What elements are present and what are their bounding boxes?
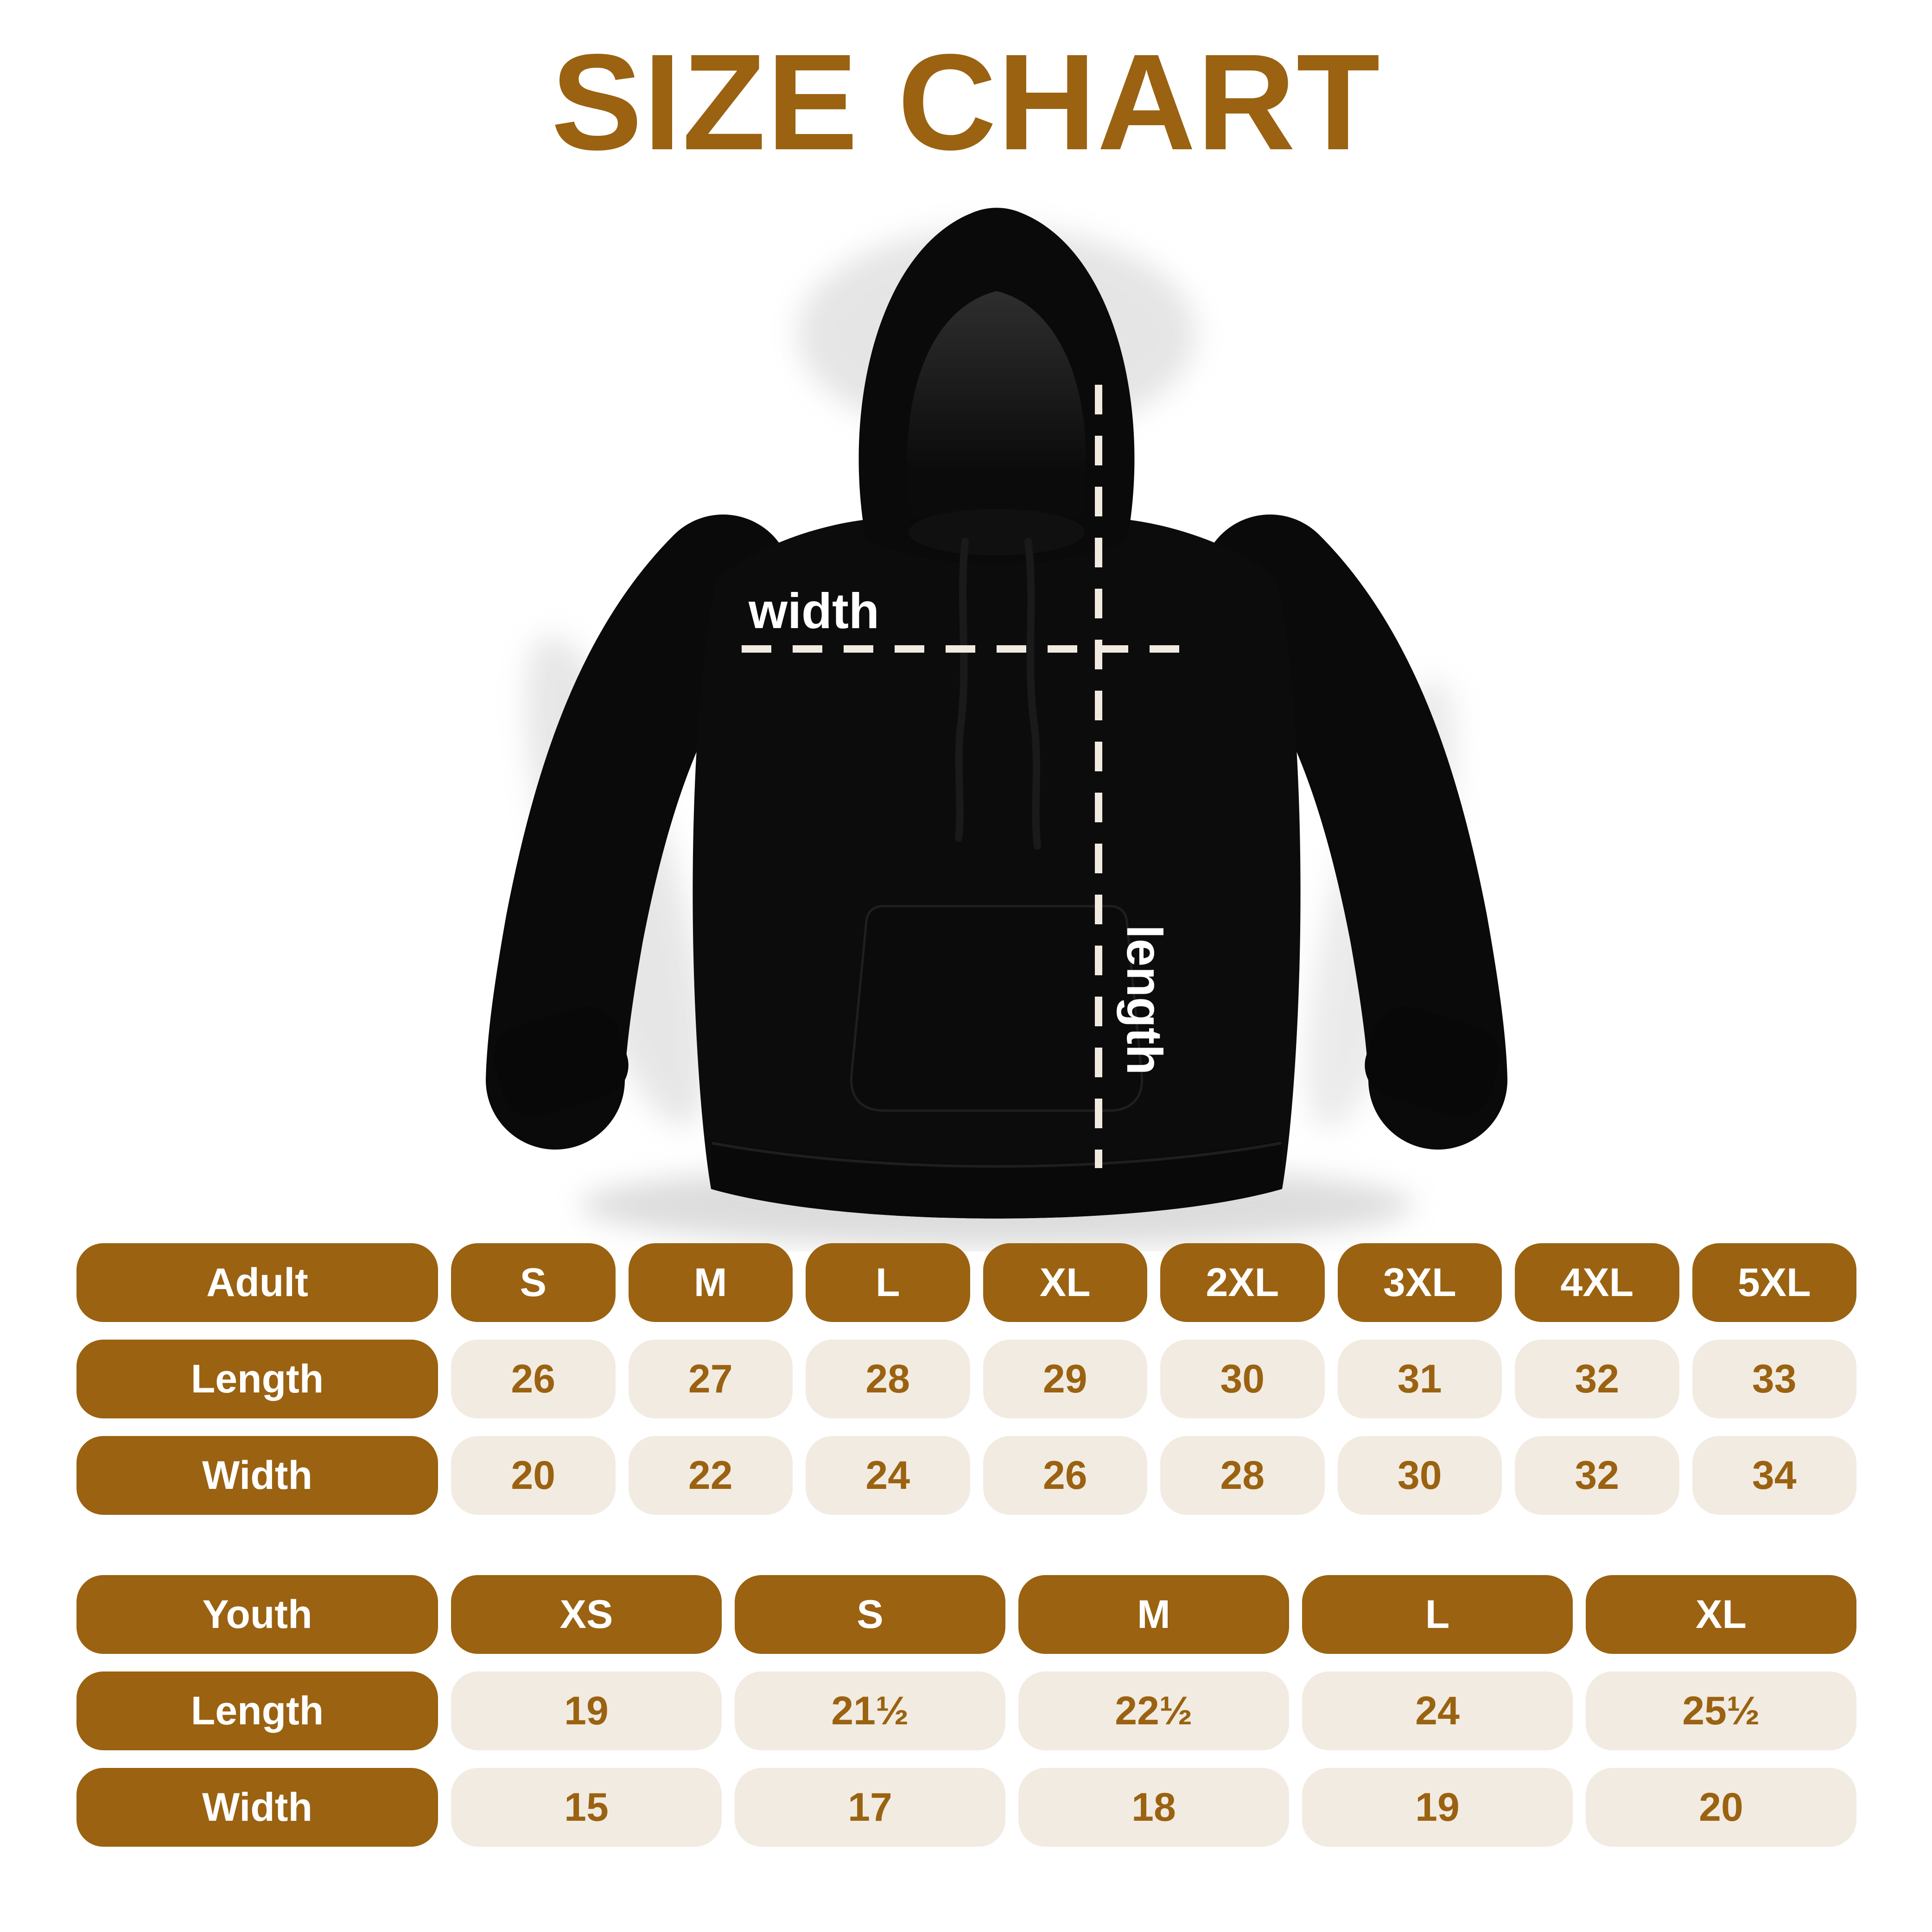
- youth-width-value: 17: [735, 1768, 1005, 1847]
- drawstring-right: [1024, 538, 1041, 850]
- youth-width-value: 19: [1302, 1768, 1573, 1847]
- youth-length-value: 25½: [1586, 1671, 1856, 1750]
- adult-length-value: 28: [806, 1340, 970, 1418]
- page-title: SIZE CHART: [551, 25, 1381, 178]
- right-cuff: [1365, 1006, 1500, 1117]
- hoodie-image: width length: [486, 208, 1507, 1247]
- hoodie-figure: width length: [464, 185, 1530, 1252]
- kangaroo-pocket: [850, 905, 1144, 1112]
- adult-width-value: 28: [1160, 1436, 1325, 1515]
- adult-width-value: 26: [983, 1436, 1147, 1515]
- hem-seam: [712, 1142, 1282, 1168]
- drawstring-left: [955, 538, 969, 842]
- youth-width-row-label: Width: [76, 1768, 438, 1847]
- adult-width-row-label: Width: [76, 1436, 438, 1515]
- youth-length-value: 19: [451, 1671, 722, 1750]
- youth-size-table: Youth XS S M L XL Length 19 21½ 22½ 24 2…: [76, 1575, 1856, 1847]
- youth-length-row-label: Length: [76, 1671, 438, 1750]
- youth-size-m-pill: M: [1018, 1575, 1289, 1654]
- adult-size-xl-pill: XL: [983, 1243, 1147, 1322]
- youth-size-xs-pill: XS: [451, 1575, 722, 1654]
- adult-length-value: 29: [983, 1340, 1147, 1418]
- hood-opening: [907, 291, 1086, 530]
- adult-size-table: Adult S M L XL 2XL 3XL 4XL 5XL Length 26…: [76, 1243, 1856, 1515]
- adult-size-3xl-pill: 3XL: [1337, 1243, 1502, 1322]
- youth-length-value: 24: [1302, 1671, 1573, 1750]
- adult-row-header-pill: Adult: [76, 1243, 438, 1322]
- left-cuff: [493, 1006, 629, 1117]
- youth-row-header-pill: Youth: [76, 1575, 438, 1654]
- adult-width-value: 22: [628, 1436, 793, 1515]
- adult-length-value: 33: [1692, 1340, 1856, 1418]
- youth-size-l-pill: L: [1302, 1575, 1573, 1654]
- adult-length-value: 32: [1515, 1340, 1679, 1418]
- adult-width-value: 32: [1515, 1436, 1679, 1515]
- adult-size-m-pill: M: [628, 1243, 793, 1322]
- youth-width-value: 15: [451, 1768, 722, 1847]
- hoodie-body: [693, 518, 1301, 1219]
- adult-width-value: 34: [1692, 1436, 1856, 1515]
- length-measure-label: length: [1117, 925, 1173, 1075]
- adult-width-value: 30: [1337, 1436, 1502, 1515]
- neckband: [909, 509, 1085, 555]
- youth-width-value: 20: [1586, 1768, 1856, 1847]
- youth-size-s-pill: S: [735, 1575, 1005, 1654]
- youth-length-value: 22½: [1018, 1671, 1289, 1750]
- adult-size-2xl-pill: 2XL: [1160, 1243, 1325, 1322]
- width-measure-label: width: [748, 583, 879, 639]
- youth-width-value: 18: [1018, 1768, 1289, 1847]
- youth-size-xl-pill: XL: [1586, 1575, 1856, 1654]
- adult-length-row-label: Length: [76, 1340, 438, 1418]
- adult-width-value: 20: [451, 1436, 616, 1515]
- adult-length-value: 27: [628, 1340, 793, 1418]
- adult-length-value: 30: [1160, 1340, 1325, 1418]
- youth-length-value: 21½: [735, 1671, 1005, 1750]
- adult-length-value: 26: [451, 1340, 616, 1418]
- adult-size-5xl-pill: 5XL: [1692, 1243, 1856, 1322]
- adult-width-value: 24: [806, 1436, 970, 1515]
- adult-size-l-pill: L: [806, 1243, 970, 1322]
- adult-size-4xl-pill: 4XL: [1515, 1243, 1679, 1322]
- size-tables: Adult S M L XL 2XL 3XL 4XL 5XL Length 26…: [76, 1243, 1856, 1847]
- adult-size-s-pill: S: [451, 1243, 616, 1322]
- adult-length-value: 31: [1337, 1340, 1502, 1418]
